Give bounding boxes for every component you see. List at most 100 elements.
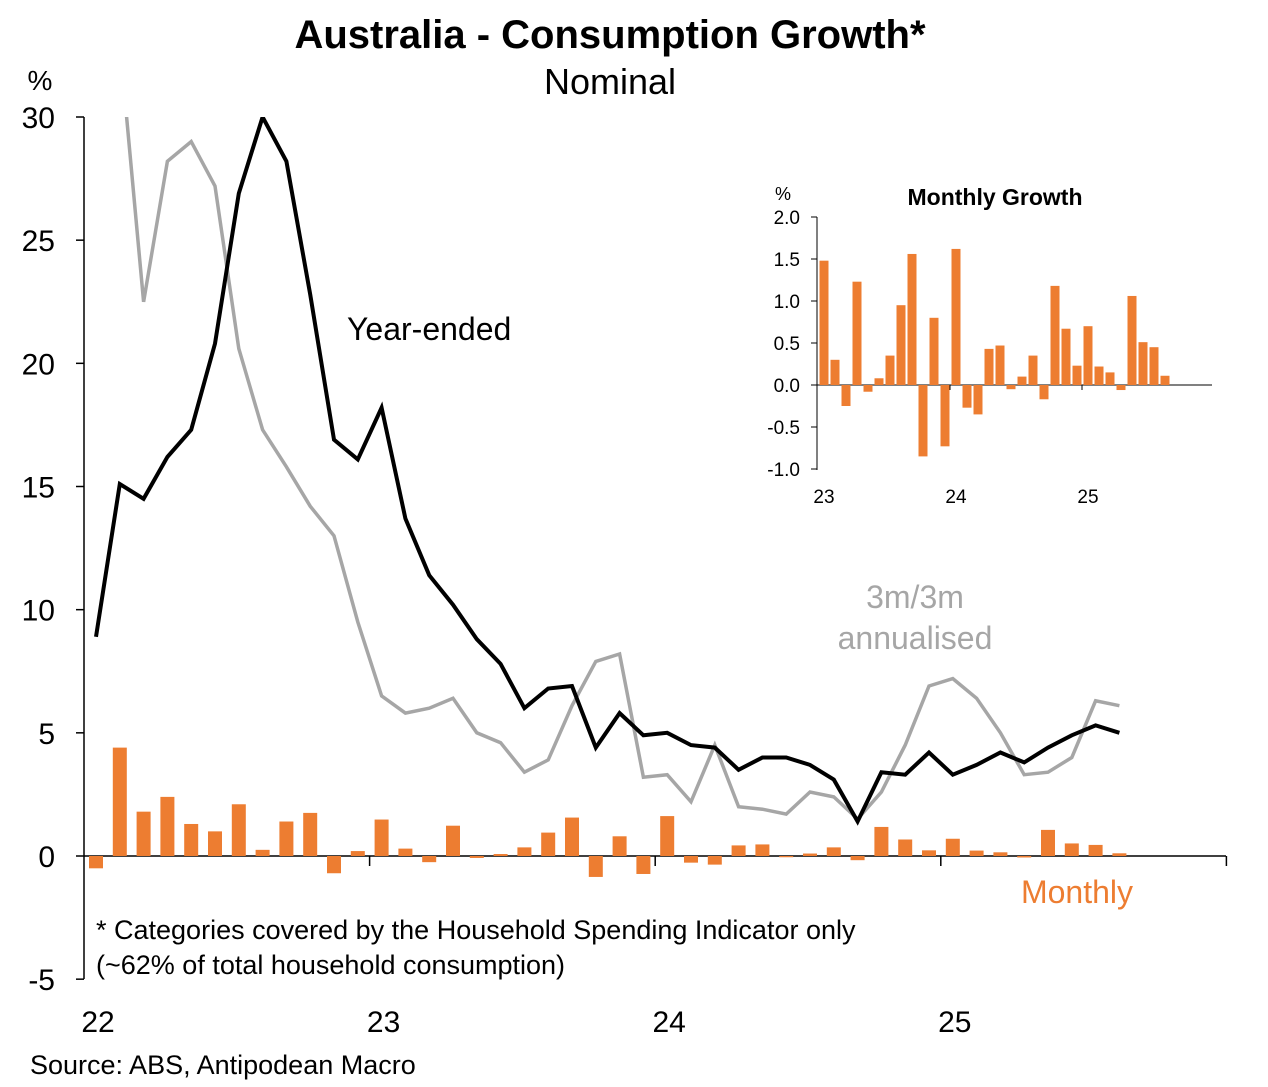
monthly-bar (612, 836, 627, 856)
inset-y-tick-label: 0.0 (774, 376, 800, 397)
y-tick-label: 0 (38, 841, 55, 874)
y-tick-label: 15 (22, 472, 55, 505)
x-tick-label: 23 (367, 1006, 400, 1039)
monthly-bar (1088, 844, 1103, 856)
inset-y-tick-label: -1.0 (767, 460, 800, 481)
monthly-bar (969, 850, 984, 856)
inset-x-tick-label: 23 (813, 487, 834, 508)
inset-y-tick-label: 1.0 (774, 292, 800, 313)
monthly-bar (160, 796, 175, 856)
inset-monthly-bar (973, 385, 983, 415)
inset-x-tick-label: 25 (1077, 487, 1098, 508)
inset-monthly-bar (1149, 347, 1159, 385)
label-year-ended: Year-ended (347, 311, 511, 347)
inset-monthly-bar (907, 253, 917, 385)
x-tick-label: 22 (81, 1006, 114, 1039)
monthly-bar (255, 849, 270, 856)
label-monthly: Monthly (1021, 874, 1133, 910)
monthly-bar (541, 832, 556, 856)
inset-monthly-bar (918, 385, 928, 457)
inset-monthly-bar (1039, 385, 1049, 400)
label-3m3m: 3m/3m (866, 579, 964, 615)
inset-monthly-bar (819, 260, 829, 385)
monthly-bar (922, 850, 936, 856)
monthly-bar (945, 838, 960, 856)
monthly-bar (136, 811, 151, 856)
monthly-bar (89, 856, 103, 869)
monthly-bar (850, 856, 865, 861)
label-annualised: annualised (838, 620, 993, 656)
monthly-bar (327, 856, 341, 874)
monthly-bar (1017, 856, 1032, 858)
y-tick-label: 30 (22, 102, 55, 135)
x-tick-label: 24 (653, 1006, 686, 1039)
inset-monthly-bar (841, 385, 851, 406)
monthly-bar (898, 839, 913, 856)
inset-monthly-bar (1105, 372, 1115, 385)
inset-monthly-bar (1061, 328, 1071, 385)
y-tick-label: 25 (22, 225, 55, 258)
inset-monthly-bar (874, 378, 884, 385)
y-tick-label: 5 (38, 718, 55, 751)
inset-monthly-bar (929, 317, 939, 385)
monthly-bar (303, 812, 318, 856)
monthly-bar (469, 856, 484, 858)
inset-monthly-bar (940, 385, 950, 447)
inset-monthly-bar (984, 348, 994, 385)
inset-monthly-bar (1006, 385, 1016, 390)
y-tick-label: -5 (28, 964, 55, 997)
inset-monthly-bar (962, 385, 972, 408)
monthly-bar (588, 856, 603, 877)
inset-x-tick-label: 24 (945, 487, 967, 508)
chart-title: Australia - Consumption Growth* (294, 13, 926, 57)
inset-monthly-bar (1050, 285, 1060, 385)
monthly-bar (755, 844, 770, 856)
inset-y-tick-label: 2.0 (774, 208, 800, 229)
inset-monthly-bar (1028, 355, 1038, 385)
monthly-bar (707, 856, 722, 865)
inset-y-tick-label: 1.5 (774, 250, 800, 271)
monthly-bar (660, 816, 675, 856)
monthly-bar (184, 823, 199, 856)
inset-monthly-bar (896, 305, 906, 385)
inset-monthly-bar (1017, 376, 1027, 385)
monthly-bar (279, 821, 294, 856)
footnote-line-2: (~62% of total household consumption) (96, 950, 565, 980)
monthly-bar (731, 845, 746, 856)
y-tick-label: 10 (22, 595, 55, 628)
y-axis-unit: % (28, 65, 53, 96)
inset-monthly-bar (1160, 375, 1170, 385)
inset-monthly-bar (830, 359, 840, 385)
monthly-bar (779, 856, 794, 858)
inset-monthly-bar (1094, 366, 1104, 385)
monthly-bar (803, 853, 817, 856)
monthly-bar (398, 848, 413, 856)
monthly-bar (422, 856, 437, 863)
monthly-bar (993, 852, 1008, 856)
inset-monthly-bar (1127, 295, 1137, 385)
monthly-bar (374, 819, 389, 856)
monthly-bar (350, 851, 365, 856)
monthly-bar (1112, 853, 1127, 856)
monthly-bar (1041, 829, 1055, 856)
inset-monthly-bar (885, 355, 895, 385)
y-tick-label: 20 (22, 348, 55, 381)
source-note: Source: ABS, Antipodean Macro (30, 1050, 416, 1080)
inset-monthly-bar (1116, 385, 1126, 391)
monthly-bar (636, 856, 651, 874)
inset-monthly-bar (951, 248, 961, 385)
monthly-bar (684, 856, 698, 863)
footnote-line-1: * Categories covered by the Household Sp… (96, 915, 856, 945)
monthly-bar (517, 847, 532, 856)
x-tick-label: 25 (938, 1006, 971, 1039)
monthly-bar (493, 854, 508, 856)
year-ended-line (94, 117, 1120, 826)
inset-monthly-bar (1072, 365, 1082, 385)
monthly-bar (112, 747, 127, 856)
inset-y-unit: % (775, 184, 791, 204)
inset-monthly-bar (995, 345, 1005, 385)
chart-subtitle: Nominal (544, 61, 676, 102)
inset-y-tick-label: 0.5 (774, 334, 800, 355)
inset-monthly-bar (1083, 326, 1093, 385)
